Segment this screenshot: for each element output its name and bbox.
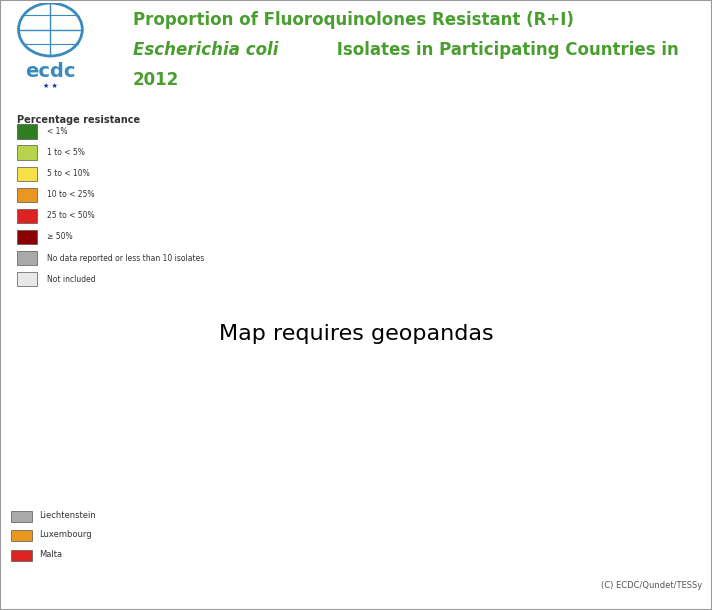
Text: 1 to < 5%: 1 to < 5% [47, 148, 85, 157]
Text: 2012: 2012 [132, 71, 179, 89]
FancyBboxPatch shape [11, 511, 32, 522]
Text: ≥ 50%: ≥ 50% [47, 232, 73, 242]
Text: 5 to < 10%: 5 to < 10% [47, 170, 90, 178]
Text: Percentage resistance: Percentage resistance [17, 115, 140, 125]
FancyBboxPatch shape [17, 167, 37, 181]
FancyBboxPatch shape [11, 530, 32, 541]
Text: Proportion of Fluoroquinolones Resistant (R+I): Proportion of Fluoroquinolones Resistant… [132, 10, 574, 29]
FancyBboxPatch shape [17, 146, 37, 160]
FancyBboxPatch shape [17, 209, 37, 223]
Text: < 1%: < 1% [47, 127, 68, 136]
Text: Escherichia coli: Escherichia coli [132, 41, 278, 59]
Text: No data reported or less than 10 isolates: No data reported or less than 10 isolate… [47, 254, 204, 262]
FancyBboxPatch shape [11, 550, 32, 561]
Text: (C) ECDC/Qundet/TESSy: (C) ECDC/Qundet/TESSy [602, 581, 703, 590]
Text: 25 to < 50%: 25 to < 50% [47, 212, 95, 220]
Text: Malta: Malta [39, 550, 62, 559]
Text: Luxembourg: Luxembourg [39, 531, 92, 539]
Text: Not included: Not included [47, 274, 95, 284]
FancyBboxPatch shape [17, 188, 37, 202]
Text: Isolates in Participating Countries in: Isolates in Participating Countries in [331, 41, 679, 59]
FancyBboxPatch shape [17, 272, 37, 287]
Text: ★ ★: ★ ★ [43, 83, 58, 89]
Text: Map requires geopandas: Map requires geopandas [219, 324, 493, 344]
FancyBboxPatch shape [17, 230, 37, 244]
Text: Liechtenstein: Liechtenstein [39, 511, 96, 520]
FancyBboxPatch shape [17, 251, 37, 265]
Text: 10 to < 25%: 10 to < 25% [47, 190, 95, 199]
Text: ecdc: ecdc [25, 62, 75, 81]
FancyBboxPatch shape [17, 124, 37, 139]
